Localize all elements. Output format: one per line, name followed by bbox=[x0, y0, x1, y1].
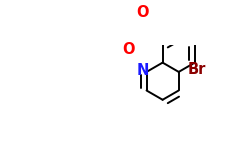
Text: O: O bbox=[136, 5, 148, 20]
Text: N: N bbox=[136, 63, 149, 78]
Text: Br: Br bbox=[188, 62, 206, 77]
Text: O: O bbox=[122, 42, 135, 57]
